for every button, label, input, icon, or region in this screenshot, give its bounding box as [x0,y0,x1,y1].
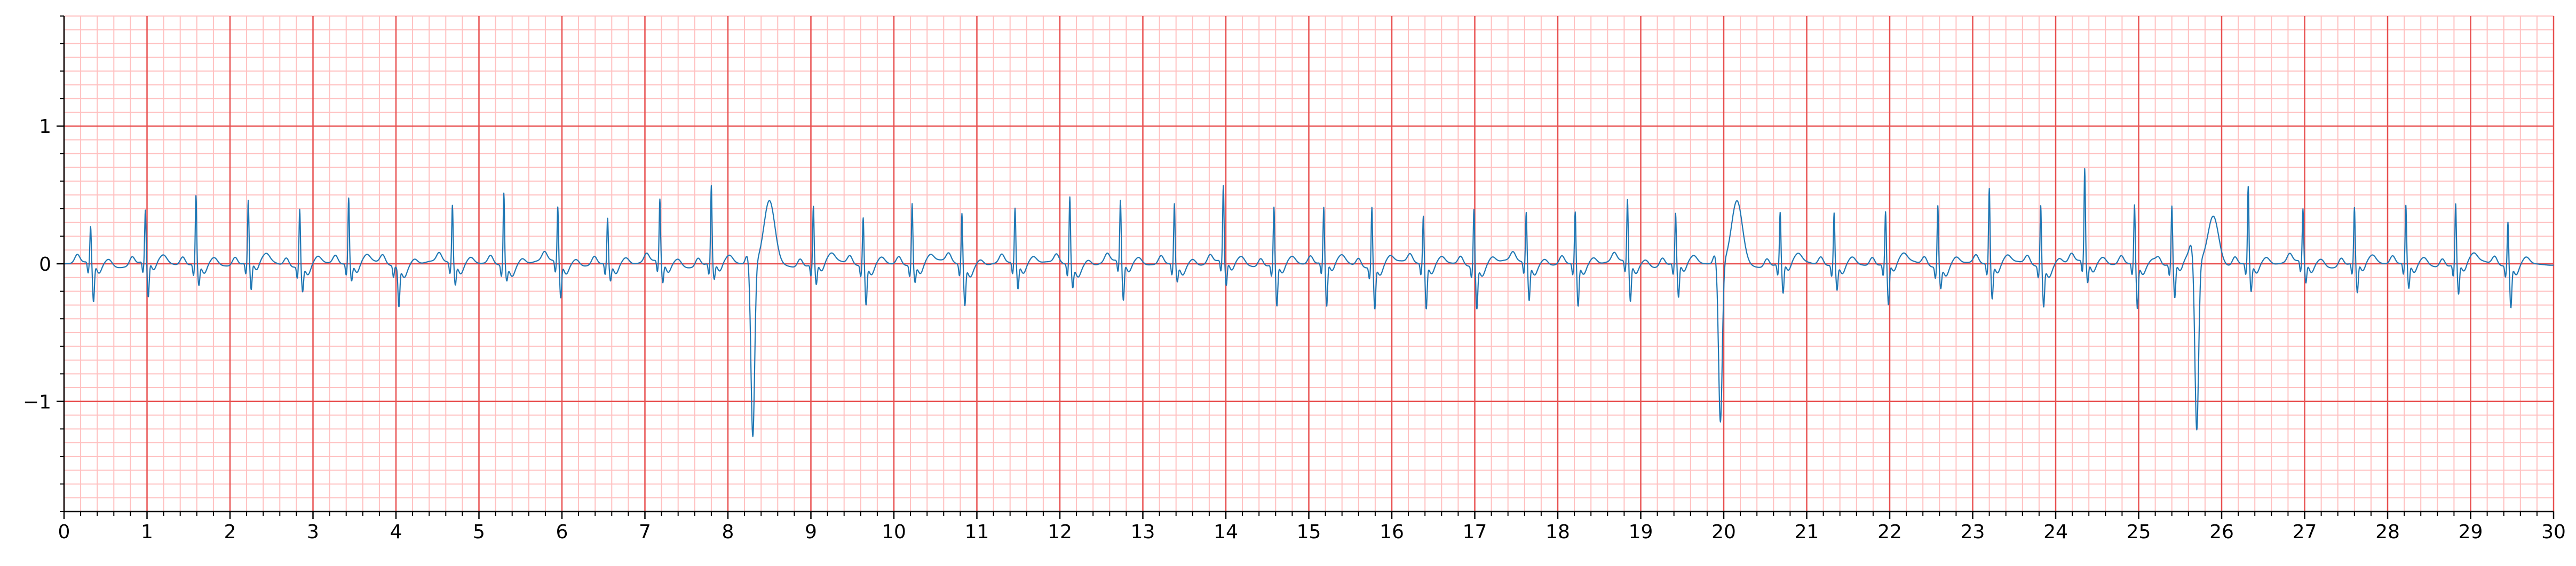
x-tick-label: 2 [224,521,236,543]
x-tick-label: 18 [1545,521,1570,543]
x-tick-label: 30 [2541,521,2566,543]
x-tick-label: 25 [2127,521,2151,543]
x-tick-label: 27 [2293,521,2317,543]
ecg-series-line [64,168,2554,437]
x-tick-label: 11 [965,521,989,543]
major-grid [63,16,2555,512]
x-tick-label: 28 [2375,521,2400,543]
y-tick-label: 0 [39,254,51,276]
x-tick-label: 12 [1048,521,1072,543]
y-tick-label: −1 [23,391,51,413]
x-tick-label: 15 [1297,521,1321,543]
x-tick-label: 0 [58,521,70,543]
x-tick-label: 8 [722,521,734,543]
x-tick-label: 24 [2043,521,2068,543]
x-tick-label: 14 [1214,521,1238,543]
x-tick-label: 4 [390,521,402,543]
ecg-trace [64,168,2554,437]
x-tick-label: 29 [2459,521,2483,543]
y-tick-label: 1 [39,116,51,138]
x-tick-label: 20 [1711,521,1736,543]
x-tick-label: 13 [1131,521,1155,543]
x-tick-label: 3 [307,521,319,543]
x-tick-label: 26 [2209,521,2234,543]
x-tick-label: 17 [1463,521,1487,543]
x-tick-label: 21 [1795,521,1819,543]
x-tick-label: 16 [1380,521,1404,543]
x-tick-label: 19 [1629,521,1653,543]
x-tick-label: 10 [882,521,906,543]
x-tick-label: 1 [141,521,153,543]
x-tick-label: 6 [556,521,568,543]
y-axis-ticks: 1 0 −1 [23,15,64,512]
x-tick-label: 23 [1961,521,1985,543]
x-tick-label: 5 [473,521,485,543]
x-axis-ticks: 0 1 2 3 4 5 6 7 8 9 10 11 12 13 14 15 16 17 18 19 20 21 22 23 24… [58,512,2566,543]
x-tick-label: 22 [1877,521,1902,543]
x-tick-label: 9 [805,521,817,543]
x-tick-label: 7 [639,521,651,543]
